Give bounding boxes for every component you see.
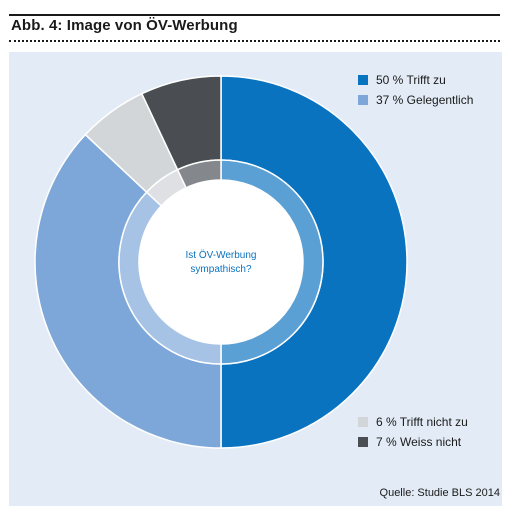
legend-swatch-trifft-zu: [358, 75, 368, 85]
legend-label-gelegentlich: 37 % Gelegentlich: [376, 93, 474, 107]
legend-swatch-gelegentlich: [358, 95, 368, 105]
figure-title: Abb. 4: Image von ÖV-Werbung: [11, 17, 238, 34]
source-note: Quelle: Studie BLS 2014: [379, 487, 500, 499]
legend-label-trifft-nicht-zu: 6 % Trifft nicht zu: [376, 415, 468, 429]
legend-item-trifft-nicht-zu: 6 % Trifft nicht zu: [358, 412, 468, 432]
legend-item-weiss-nicht: 7 % Weiss nicht: [358, 432, 468, 452]
inner-ring-tint: [119, 160, 323, 364]
title-top-rule: [9, 14, 500, 16]
legend-top: 50 % Trifft zu 37 % Gelegentlich: [358, 70, 473, 110]
legend-label-weiss-nicht: 7 % Weiss nicht: [376, 435, 462, 449]
legend-label-trifft-zu: 50 % Trifft zu: [376, 73, 446, 87]
legend-swatch-weiss-nicht: [358, 437, 368, 447]
legend-swatch-trifft-nicht-zu: [358, 417, 368, 427]
donut-hole: [139, 180, 303, 344]
legend-item-gelegentlich: 37 % Gelegentlich: [358, 90, 473, 110]
center-label-line-1: Ist ÖV-Werbung: [186, 249, 257, 261]
legend-bottom: 6 % Trifft nicht zu 7 % Weiss nicht: [358, 412, 468, 452]
title-dotted-rule: [9, 40, 500, 42]
center-label-line-2: sympathisch?: [190, 264, 252, 275]
legend-item-trifft-zu: 50 % Trifft zu: [358, 70, 473, 90]
